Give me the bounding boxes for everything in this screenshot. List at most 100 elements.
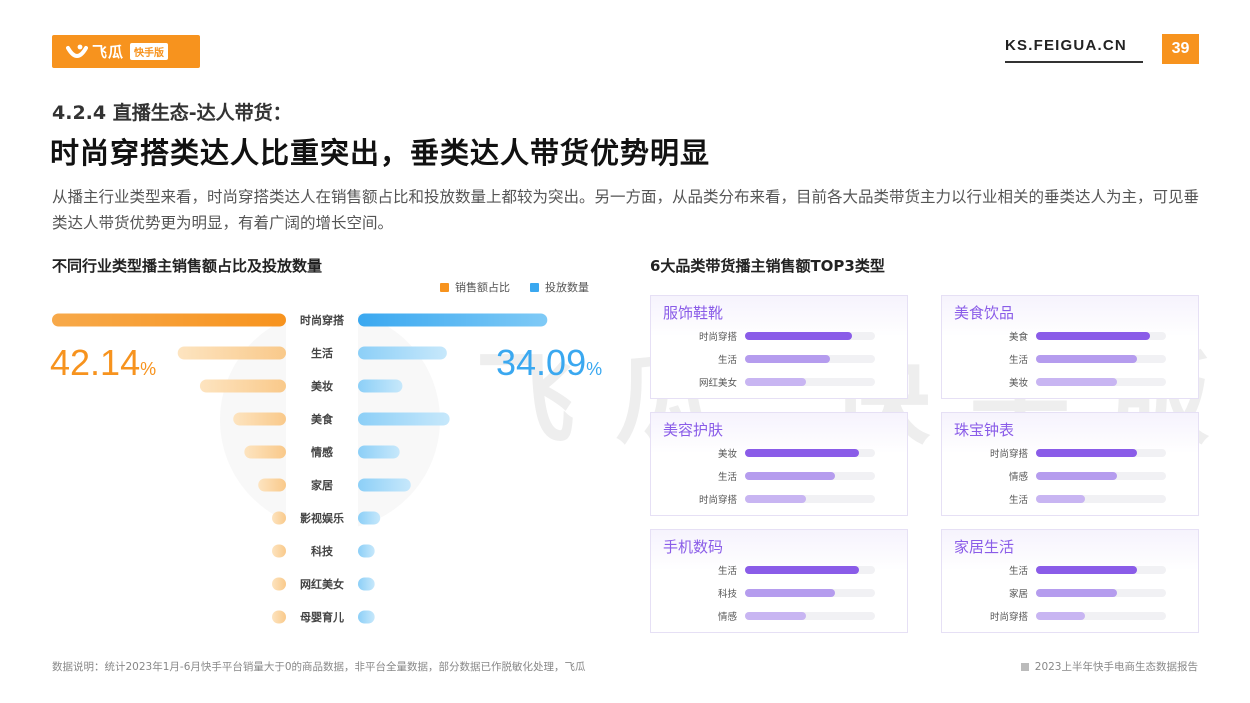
panel-bar bbox=[1036, 589, 1117, 597]
section-label: 4.2.4 直播生态-达人带货： bbox=[52, 102, 292, 124]
panel-bar bbox=[1036, 566, 1137, 574]
feigua-logo[interactable]: 飞瓜 快手版 bbox=[52, 35, 200, 68]
panel-bar bbox=[745, 355, 830, 363]
panel-row-label: 美妆 bbox=[1008, 378, 1028, 389]
panel-row-label: 生活 bbox=[1008, 566, 1028, 577]
category-label: 母婴育儿 bbox=[300, 610, 344, 624]
panel-row-label: 网红美女 bbox=[698, 378, 737, 389]
category-column bbox=[286, 305, 358, 635]
page-title: 时尚穿搭类达人比重突出，垂类达人带货优势明显 bbox=[50, 136, 711, 170]
panel-row-label: 情感 bbox=[717, 612, 737, 623]
panel-bar bbox=[745, 378, 806, 386]
panel-bar-track bbox=[1036, 495, 1166, 503]
panel-row: 时尚穿搭 bbox=[942, 610, 1200, 623]
bar-placement-count bbox=[358, 445, 400, 459]
bar-sales-share bbox=[233, 412, 286, 426]
panel-bar bbox=[1036, 332, 1150, 340]
bar-sales-share bbox=[272, 610, 286, 624]
site-underline bbox=[1005, 61, 1143, 63]
category-label: 时尚穿搭 bbox=[300, 313, 345, 327]
panel-row: 美食 bbox=[942, 330, 1200, 343]
panel-row: 美妆 bbox=[942, 376, 1200, 389]
top-placement-share-unit: % bbox=[586, 359, 603, 379]
report-name-text: 2023上半年快手电商生态数据报告 bbox=[1034, 661, 1198, 673]
bar-sales-share bbox=[177, 346, 286, 360]
panel-row: 网红美女 bbox=[651, 376, 909, 389]
top-sales-share-value: 42.14 bbox=[50, 342, 141, 383]
panel-row-label: 家居 bbox=[1008, 589, 1028, 600]
panel-title: 美容护肤 bbox=[663, 421, 724, 439]
panel-title: 家居生活 bbox=[954, 538, 1015, 556]
panel-title: 美食饮品 bbox=[954, 304, 1015, 322]
panel-title: 手机数码 bbox=[663, 538, 724, 556]
bar-placement-count bbox=[358, 313, 548, 327]
panel-bar bbox=[745, 566, 859, 574]
category-label: 生活 bbox=[311, 346, 333, 360]
bar-sales-share bbox=[272, 577, 286, 591]
panel-row: 生活 bbox=[942, 564, 1200, 577]
category-panel: 服饰鞋靴 时尚穿搭 生活 网红美女 bbox=[650, 295, 908, 399]
panel-row-label: 生活 bbox=[717, 472, 737, 483]
report-square-icon bbox=[1020, 662, 1029, 671]
bar-placement-count bbox=[358, 544, 375, 558]
panel-row-label: 科技 bbox=[717, 589, 737, 600]
bar-placement-count bbox=[358, 412, 450, 426]
legend-swatch-count bbox=[530, 282, 539, 292]
panel-row-label: 生活 bbox=[717, 566, 737, 577]
top-sales-share-unit: % bbox=[140, 359, 157, 379]
panel-bar bbox=[1036, 378, 1117, 386]
category-label: 情感 bbox=[311, 445, 333, 459]
panel-bar-track bbox=[1036, 612, 1166, 620]
panel-row-label: 生活 bbox=[717, 355, 737, 366]
panel-row: 时尚穿搭 bbox=[651, 493, 909, 506]
category-label: 美食 bbox=[311, 412, 334, 426]
page-number: 39 bbox=[1162, 34, 1199, 64]
panel-bar bbox=[745, 472, 835, 480]
panel-row-label: 时尚穿搭 bbox=[989, 449, 1028, 460]
category-panel: 珠宝钟表时尚穿搭情感生活 bbox=[941, 412, 1199, 516]
legend-swatch-sales bbox=[440, 282, 449, 292]
panel-row-label: 美食 bbox=[1008, 332, 1028, 343]
panel-row: 家居 bbox=[942, 587, 1200, 600]
panel-row: 时尚穿搭 bbox=[942, 447, 1200, 460]
panel-title: 珠宝钟表 bbox=[954, 421, 1015, 439]
legend-label-sales: 销售额占比 bbox=[455, 281, 510, 294]
chart-legend: 销售额占比 投放数量 bbox=[440, 279, 589, 295]
right-chart-title: 6大品类带货播主销售额TOP3类型 bbox=[650, 257, 885, 275]
intro-paragraph: 从播主行业类型来看，时尚穿搭类达人在销售额占比和投放数量上都较为突出。另一方面，… bbox=[52, 188, 1200, 232]
panel-row: 情感 bbox=[942, 470, 1200, 483]
panel-bar-track bbox=[745, 612, 875, 620]
report-name: 2023上半年快手电商生态数据报告 bbox=[1020, 659, 1198, 674]
panel-row: 生活 bbox=[942, 353, 1200, 366]
logo-text: 飞瓜 bbox=[92, 43, 125, 61]
bar-sales-share bbox=[272, 511, 286, 525]
panel-row-label: 生活 bbox=[1008, 495, 1028, 506]
legend-item-sales: 销售额占比 bbox=[440, 279, 510, 295]
panel-row: 生活 bbox=[651, 564, 909, 577]
bar-placement-count bbox=[358, 511, 381, 525]
top-sales-share: 42.14% bbox=[50, 342, 156, 384]
top-placement-share-value: 34.09 bbox=[496, 342, 587, 383]
site-link[interactable]: KS.FEIGUA.CN bbox=[1005, 37, 1127, 54]
panel-row: 科技 bbox=[651, 587, 909, 600]
panel-row-label: 时尚穿搭 bbox=[698, 332, 737, 343]
bar-placement-count bbox=[358, 346, 447, 360]
bar-sales-share bbox=[52, 313, 286, 327]
panel-bar bbox=[1036, 612, 1085, 620]
category-label: 网红美女 bbox=[300, 577, 344, 591]
legend-label-count: 投放数量 bbox=[545, 281, 589, 294]
category-panel: 家居生活生活家居时尚穿搭 bbox=[941, 529, 1199, 633]
panel-row: 生活 bbox=[942, 493, 1200, 506]
category-panel: 美食饮品美食生活美妆 bbox=[941, 295, 1199, 399]
top-placement-share: 34.09% bbox=[496, 342, 602, 384]
panel-bar bbox=[1036, 449, 1137, 457]
category-label: 美妆 bbox=[311, 379, 333, 393]
bar-placement-count bbox=[358, 610, 375, 624]
category-label: 科技 bbox=[311, 544, 334, 558]
panel-bar bbox=[1036, 495, 1085, 503]
logo-badge: 快手版 bbox=[130, 43, 169, 60]
panel-bar-track bbox=[745, 378, 875, 386]
panel-bar bbox=[745, 495, 806, 503]
category-panel: 美容护肤 美妆 生活 时尚穿搭 bbox=[650, 412, 908, 516]
